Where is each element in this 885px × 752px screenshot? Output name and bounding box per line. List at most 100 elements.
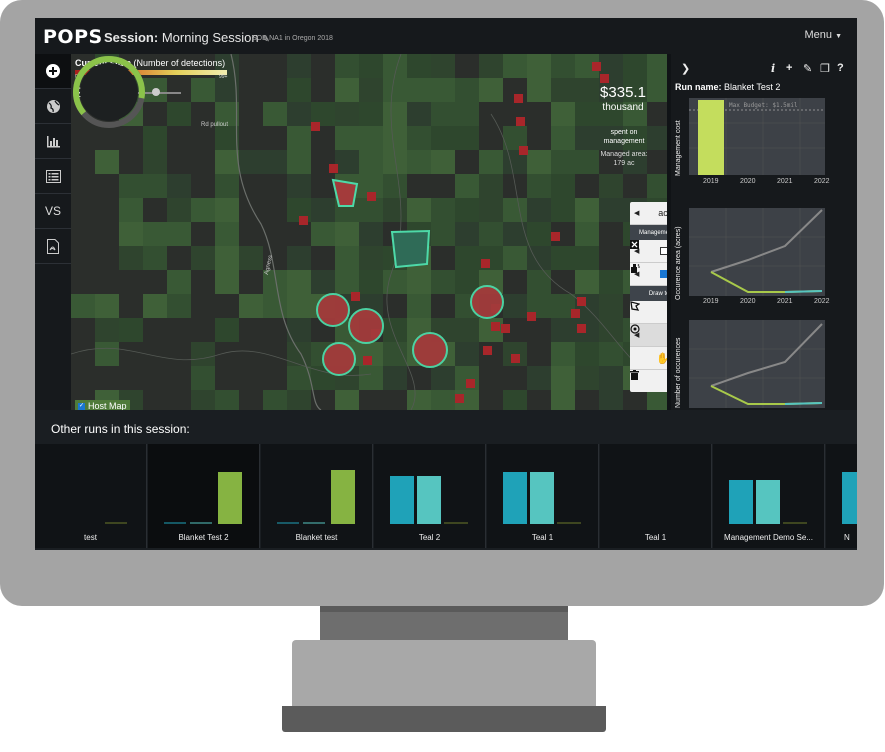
unit-select[interactable]: ◀ ac xyxy=(630,202,667,225)
trash-icon xyxy=(630,370,639,380)
year-slider-handle[interactable] xyxy=(152,88,160,96)
run-card-label: Teal 2 xyxy=(418,533,441,542)
host-tile xyxy=(527,174,551,198)
host-tile xyxy=(215,174,239,198)
contour-line xyxy=(71,347,372,376)
host-tile xyxy=(503,198,527,222)
host-tile xyxy=(455,198,479,222)
host-tile xyxy=(575,246,599,270)
legend-title-sub: (Number of detections) xyxy=(133,58,226,68)
info-icon[interactable]: i xyxy=(771,62,776,75)
run-card-label: Blanket test xyxy=(295,533,338,542)
host-tile xyxy=(407,390,431,410)
menu-button[interactable]: Menu ▼ xyxy=(804,29,842,41)
removal-checkbox[interactable] xyxy=(660,247,667,255)
host-tile xyxy=(359,270,383,294)
x-tick: 2019 xyxy=(703,298,719,305)
host-tile xyxy=(431,390,455,410)
pdf-export-button[interactable] xyxy=(35,229,71,264)
host-tile xyxy=(239,150,263,174)
host-tile xyxy=(575,198,599,222)
spray-checkbox[interactable] xyxy=(660,270,667,278)
occurences-count-chart: Number of occurences 2019 2020 2021 2022 xyxy=(671,320,857,420)
host-tile xyxy=(551,78,575,102)
left-sidebar: VS xyxy=(35,54,71,444)
host-tile xyxy=(479,174,503,198)
host-tile xyxy=(479,198,503,222)
help-icon[interactable]: ? xyxy=(837,62,844,74)
host-tile xyxy=(599,366,623,390)
host-tile xyxy=(119,318,143,342)
infection-cell xyxy=(577,324,586,333)
session-title: Session: Morning Session ✎ xyxy=(104,30,270,45)
host-tile xyxy=(527,222,551,246)
host-tile xyxy=(551,174,575,198)
host-tile xyxy=(215,318,239,342)
pdf-icon xyxy=(47,238,59,254)
charts-button[interactable] xyxy=(35,124,71,159)
host-tile xyxy=(551,390,575,410)
host-tile xyxy=(431,270,455,294)
plus-icon[interactable]: + xyxy=(786,62,793,74)
delete-button[interactable] xyxy=(630,370,667,392)
run-thumbnail-chart xyxy=(390,476,468,524)
pan-button[interactable]: ✋ xyxy=(630,347,667,370)
session-name: Morning Session xyxy=(161,30,259,45)
management-type-removal[interactable]: ◀ xyxy=(630,240,667,263)
run-card[interactable]: Teal 1 xyxy=(487,444,599,548)
host-tile xyxy=(359,366,383,390)
draw-circle-button[interactable]: ◀ xyxy=(630,324,667,347)
pencil-icon[interactable]: ✎ xyxy=(803,63,813,75)
chevron-right-icon[interactable]: ❯ xyxy=(681,63,691,75)
host-tile xyxy=(599,342,623,366)
host-tile xyxy=(359,246,383,270)
host-tile xyxy=(359,54,383,78)
host-tile xyxy=(575,222,599,246)
app-logo[interactable]: POPS xyxy=(43,26,103,48)
run-card[interactable]: Blanket Test 2 xyxy=(148,444,260,548)
host-tile xyxy=(575,126,599,150)
host-tile xyxy=(599,102,623,126)
copy-icon[interactable]: ❐ xyxy=(820,63,830,75)
run-card[interactable]: Blanket test xyxy=(261,444,373,548)
host-tile xyxy=(335,54,359,78)
map-view[interactable]: Current state (Number of detections) 0 9… xyxy=(71,54,667,410)
top-bar: POPS Session: Morning Session ✎ SOD NA1 … xyxy=(35,18,857,54)
host-tile xyxy=(119,222,143,246)
place-label-pullout: Rd pullout xyxy=(201,122,229,128)
draw-polygon-button[interactable] xyxy=(630,301,667,324)
host-tile xyxy=(191,342,215,366)
run-card[interactable]: Management Demo Se... xyxy=(713,444,825,548)
infection-cell xyxy=(511,354,520,363)
session-subtitle: SOD NA1 in Oregon 2018 xyxy=(252,35,333,42)
host-map-checkbox[interactable]: ✓ xyxy=(78,402,85,410)
compare-button[interactable]: VS xyxy=(35,194,71,229)
monitor-neck-shadow xyxy=(320,606,568,612)
year-slider-track[interactable] xyxy=(113,92,181,94)
infection-cell xyxy=(571,309,580,318)
legend-color-bar xyxy=(75,70,227,75)
infection-cell xyxy=(551,232,560,241)
spent-caption-line2: management xyxy=(603,138,645,145)
host-tile xyxy=(503,390,527,410)
host-tile xyxy=(503,222,527,246)
globe-button[interactable] xyxy=(35,89,71,124)
host-tile xyxy=(215,222,239,246)
run-card[interactable]: test xyxy=(35,444,147,548)
map-canvas[interactable] xyxy=(71,54,667,410)
management-polygon xyxy=(390,229,431,269)
management-cost-plot xyxy=(689,98,825,175)
run-card[interactable]: Teal 2 xyxy=(374,444,486,548)
host-tile xyxy=(263,150,287,174)
edit-session-icon[interactable]: ✎ xyxy=(262,34,270,44)
spent-caption-line1: spent on xyxy=(610,129,638,136)
management-type-spray[interactable]: ◀ xyxy=(630,263,667,286)
run-card[interactable]: N xyxy=(826,444,857,548)
run-card-label: Blanket Test 2 xyxy=(178,533,229,542)
run-card[interactable]: Teal 1 xyxy=(600,444,712,548)
x-tick: 2022 xyxy=(814,178,830,185)
host-map-toggle[interactable]: ✓ Host Map xyxy=(75,400,130,410)
list-button[interactable] xyxy=(35,159,71,194)
add-run-button[interactable] xyxy=(35,54,71,89)
run-thumbnails: test Blanket Test 2 Blanket test Teal 2 … xyxy=(35,444,857,550)
